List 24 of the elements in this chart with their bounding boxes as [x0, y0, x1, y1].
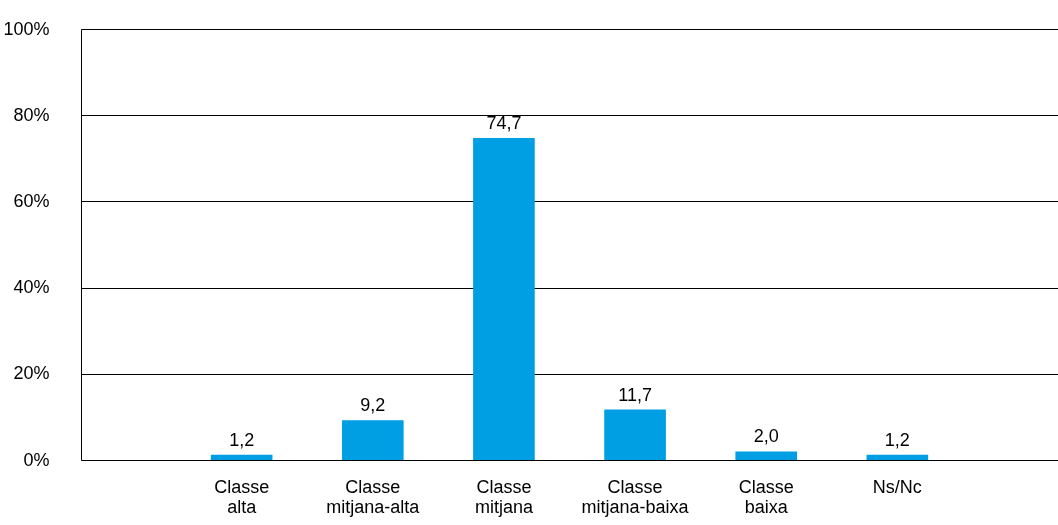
data-label: 2,0 [753, 426, 779, 447]
data-label: 1,2 [884, 429, 910, 450]
y-tick-label: 60% [13, 190, 50, 211]
x-tick-label: Classe alta [214, 476, 270, 517]
bar [341, 420, 404, 460]
data-label: 1,2 [229, 429, 255, 450]
bar [210, 454, 273, 460]
x-tick-label: Classe baixa [738, 476, 794, 517]
x-tick-label: Classe mitjana-baixa [581, 476, 690, 517]
data-label: 11,7 [618, 384, 652, 405]
y-tick-label: 0% [23, 449, 50, 470]
y-tick-label: 20% [13, 363, 50, 384]
x-tick-label: Classe mitjana-alta [326, 476, 421, 517]
bar [866, 454, 929, 460]
data-label: 74,7 [486, 113, 522, 134]
bar [604, 409, 666, 460]
y-tick-label: 100% [3, 18, 50, 39]
bar [473, 138, 535, 460]
x-tick-label: Classe mitjana [474, 476, 534, 517]
y-tick-label: 80% [13, 104, 50, 125]
x-tick-label: Ns/Nc [872, 476, 922, 497]
y-tick-label: 40% [13, 277, 50, 298]
data-label: 9,2 [360, 395, 386, 416]
bar [735, 451, 798, 460]
